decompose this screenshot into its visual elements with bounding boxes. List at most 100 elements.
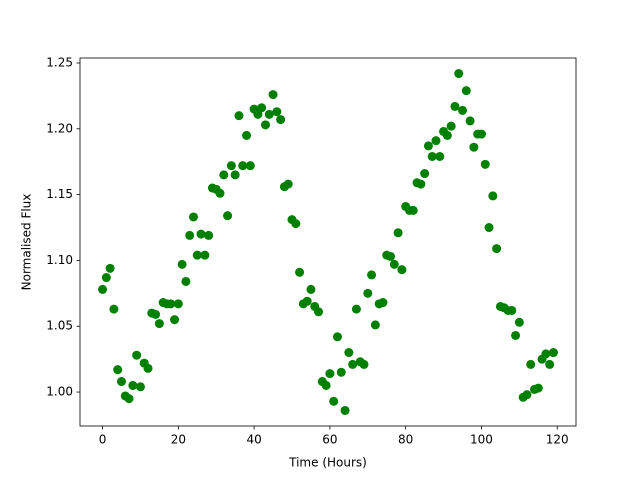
data-point	[446, 121, 456, 131]
data-point	[450, 101, 460, 111]
data-point	[302, 296, 312, 306]
data-point	[545, 359, 555, 369]
data-point	[188, 212, 198, 222]
data-point	[101, 273, 111, 283]
data-point	[109, 304, 119, 314]
data-point	[363, 288, 373, 298]
data-point	[295, 267, 305, 277]
data-point	[359, 359, 369, 369]
data-point	[105, 263, 115, 273]
data-point	[469, 142, 479, 152]
x-tick-label: 100	[470, 433, 493, 447]
x-tick-label: 20	[171, 433, 186, 447]
data-point	[132, 350, 142, 360]
data-point	[283, 179, 293, 189]
data-point	[204, 230, 214, 240]
data-point	[344, 348, 354, 358]
data-point	[245, 161, 255, 171]
data-point	[166, 299, 176, 309]
data-point	[461, 86, 471, 96]
data-point	[378, 298, 388, 308]
y-axis-label: Normalised Flux	[20, 194, 34, 291]
x-tick-label: 0	[99, 433, 107, 447]
data-point	[257, 103, 267, 113]
data-point	[370, 320, 380, 330]
data-point	[264, 109, 274, 119]
y-tick-label: 1.20	[46, 121, 73, 135]
data-point	[314, 307, 324, 317]
y-tick-label: 1.15	[46, 187, 73, 201]
data-point	[511, 330, 521, 340]
data-point	[143, 363, 153, 373]
plot-frame	[79, 57, 577, 427]
data-point	[492, 244, 502, 254]
data-point	[514, 317, 524, 327]
data-point	[329, 396, 339, 406]
data-point	[427, 151, 437, 161]
data-point	[306, 284, 316, 294]
data-point	[253, 109, 263, 119]
y-tick-label: 1.10	[46, 253, 73, 267]
x-tick-label: 80	[398, 433, 413, 447]
data-point	[522, 390, 532, 400]
data-point	[458, 105, 468, 115]
data-point	[154, 319, 164, 329]
y-tick-label: 1.05	[46, 319, 73, 333]
data-point	[480, 159, 490, 169]
data-point	[367, 270, 377, 280]
data-point	[533, 383, 543, 393]
data-point	[215, 188, 225, 198]
data-point	[442, 130, 452, 140]
data-point	[113, 365, 123, 375]
data-point	[507, 305, 517, 315]
x-tick-label: 40	[246, 433, 261, 447]
data-point	[389, 259, 399, 269]
data-point	[124, 394, 134, 404]
data-point	[177, 259, 187, 269]
x-axis-label: Time (Hours)	[288, 456, 367, 470]
data-point	[196, 229, 206, 239]
data-point	[238, 161, 248, 171]
data-point	[526, 359, 536, 369]
data-point	[181, 276, 191, 286]
data-point	[98, 284, 108, 294]
data-point	[336, 367, 346, 377]
data-point	[223, 211, 233, 221]
data-point	[128, 380, 138, 390]
x-tick-label: 120	[546, 433, 569, 447]
y-tick-label: 1.00	[46, 385, 73, 399]
data-point	[170, 315, 180, 325]
data-point	[135, 382, 145, 392]
data-point	[230, 170, 240, 180]
data-point	[351, 304, 361, 314]
data-point	[234, 111, 244, 121]
data-point	[242, 130, 252, 140]
data-point	[416, 179, 426, 189]
data-point	[260, 120, 270, 130]
data-point	[219, 170, 229, 180]
data-point	[192, 250, 202, 260]
data-point	[435, 151, 445, 161]
data-point	[488, 191, 498, 201]
data-point	[408, 205, 418, 215]
data-point	[340, 405, 350, 415]
data-point	[116, 377, 126, 387]
data-point	[397, 265, 407, 275]
data-point	[332, 332, 342, 342]
data-point	[348, 359, 358, 369]
data-point	[465, 116, 475, 126]
data-point	[185, 230, 195, 240]
data-point	[548, 348, 558, 358]
data-point	[173, 299, 183, 309]
data-point	[431, 136, 441, 146]
data-point	[325, 369, 335, 379]
x-tick-label: 60	[322, 433, 337, 447]
data-point	[321, 380, 331, 390]
data-point	[454, 69, 464, 79]
data-point	[541, 349, 551, 359]
data-point	[484, 223, 494, 233]
data-point	[268, 90, 278, 100]
data-point	[151, 309, 161, 319]
data-point	[423, 141, 433, 151]
